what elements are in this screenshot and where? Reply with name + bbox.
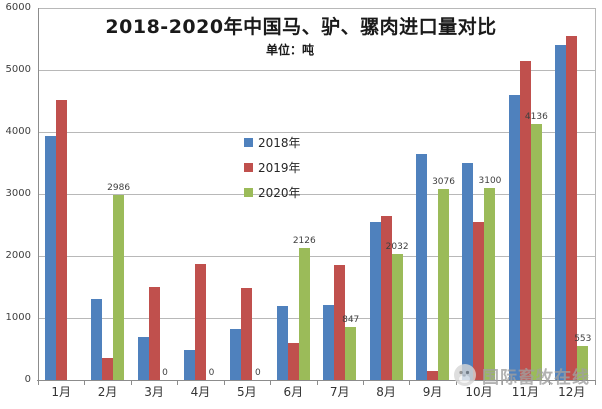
bar [380, 216, 392, 380]
gridline [38, 256, 595, 257]
x-axis-category-label: 2月 [97, 385, 118, 399]
bar [577, 345, 589, 380]
bar-value-label: 2032 [385, 242, 409, 253]
bar [287, 342, 299, 380]
gridline [38, 8, 595, 9]
x-axis-tick [270, 381, 272, 385]
x-axis-tick [595, 381, 596, 385]
y-axis-tick-label: 2000 [5, 250, 31, 261]
bar [530, 123, 542, 380]
bar [484, 187, 496, 380]
legend: 2018年 2019年 2020年 [244, 130, 301, 205]
y-axis-tick-label: 5000 [5, 64, 31, 75]
bar [148, 287, 160, 380]
bar [113, 194, 125, 380]
x-axis-category-label: 9月 [422, 385, 443, 399]
y-axis-tick-label: 6000 [5, 2, 31, 13]
x-axis-tick [223, 381, 225, 385]
gridline [38, 70, 595, 71]
y-axis-tick-label: 3000 [5, 188, 31, 199]
bar [369, 221, 381, 380]
x-axis-line [37, 380, 596, 381]
x-axis-category-label: 7月 [329, 385, 350, 399]
x-axis-tick [84, 381, 86, 385]
x-axis-category-label: 11月 [511, 385, 540, 399]
x-axis-tick [409, 381, 411, 385]
chart-title: 2018-2020年中国马、驴、骡肉进口量对比 [105, 16, 497, 38]
x-axis-tick [316, 381, 318, 385]
y-axis-line [38, 8, 39, 380]
bar [416, 153, 428, 380]
y-axis-tick-label: 1000 [5, 312, 31, 323]
x-axis-category-label: 4月 [190, 385, 211, 399]
x-axis-category-label: 6月 [283, 385, 304, 399]
x-axis-category-label: 1月 [51, 385, 72, 399]
bar [183, 350, 195, 380]
bar [566, 35, 578, 380]
bar-value-label: 4136 [524, 111, 548, 122]
bar [427, 371, 439, 380]
y-axis-tick-label: 0 [24, 374, 31, 385]
legend-item: 2020年 [244, 180, 301, 205]
bar [91, 299, 103, 380]
bar [298, 248, 310, 380]
legend-label: 2018年 [258, 135, 301, 150]
bar-value-label: 3100 [478, 175, 502, 186]
gridline [38, 194, 595, 195]
legend-swatch [244, 138, 253, 147]
bar [230, 329, 242, 380]
bar [391, 254, 403, 380]
x-axis-category-label: 12月 [558, 385, 586, 399]
bar-value-label: 0 [208, 368, 215, 378]
bar-value-label: 0 [255, 368, 261, 378]
bar [334, 265, 346, 380]
plot-right-border [595, 8, 596, 380]
gridline [38, 318, 595, 319]
legend-item: 2018年 [244, 130, 301, 155]
bar [519, 60, 531, 380]
legend-swatch [244, 163, 253, 172]
x-axis-category-label: 8月 [376, 385, 396, 399]
bar [137, 337, 149, 380]
x-axis-tick [455, 381, 457, 385]
x-axis-tick [362, 381, 364, 385]
x-axis-tick [38, 381, 39, 385]
bar [438, 189, 450, 380]
bar [276, 306, 288, 380]
bar [44, 136, 56, 380]
bar [194, 264, 206, 380]
bar [241, 288, 253, 380]
x-axis-category-label: 10月 [465, 385, 493, 399]
legend-label: 2019年 [258, 160, 301, 175]
bar [462, 163, 474, 380]
bar-value-label: 2986 [107, 182, 131, 193]
legend-label: 2020年 [258, 185, 301, 200]
bar [555, 45, 567, 380]
x-axis-tick [177, 381, 179, 385]
bar [473, 221, 485, 380]
bar [102, 357, 114, 380]
bar [508, 94, 520, 380]
bar-value-label: 0 [162, 368, 168, 378]
bar-value-label: 3076 [432, 177, 455, 188]
bar-value-label: 847 [342, 315, 360, 326]
legend-item: 2019年 [244, 155, 301, 180]
bar-value-label: 553 [574, 333, 592, 344]
x-axis-category-label: 5月 [237, 385, 257, 399]
bar [345, 327, 357, 380]
bar [55, 99, 67, 380]
bar-value-label: 2126 [292, 236, 316, 247]
x-axis-category-label: 3月 [144, 385, 164, 399]
bar [323, 304, 335, 380]
x-axis-tick [130, 381, 132, 385]
chart-subtitle: 单位：吨 [265, 43, 314, 57]
legend-swatch [244, 188, 253, 197]
x-axis-tick [548, 381, 550, 385]
gridline [38, 132, 595, 133]
x-axis-tick [502, 381, 504, 385]
y-axis-tick-label: 4000 [5, 126, 31, 137]
